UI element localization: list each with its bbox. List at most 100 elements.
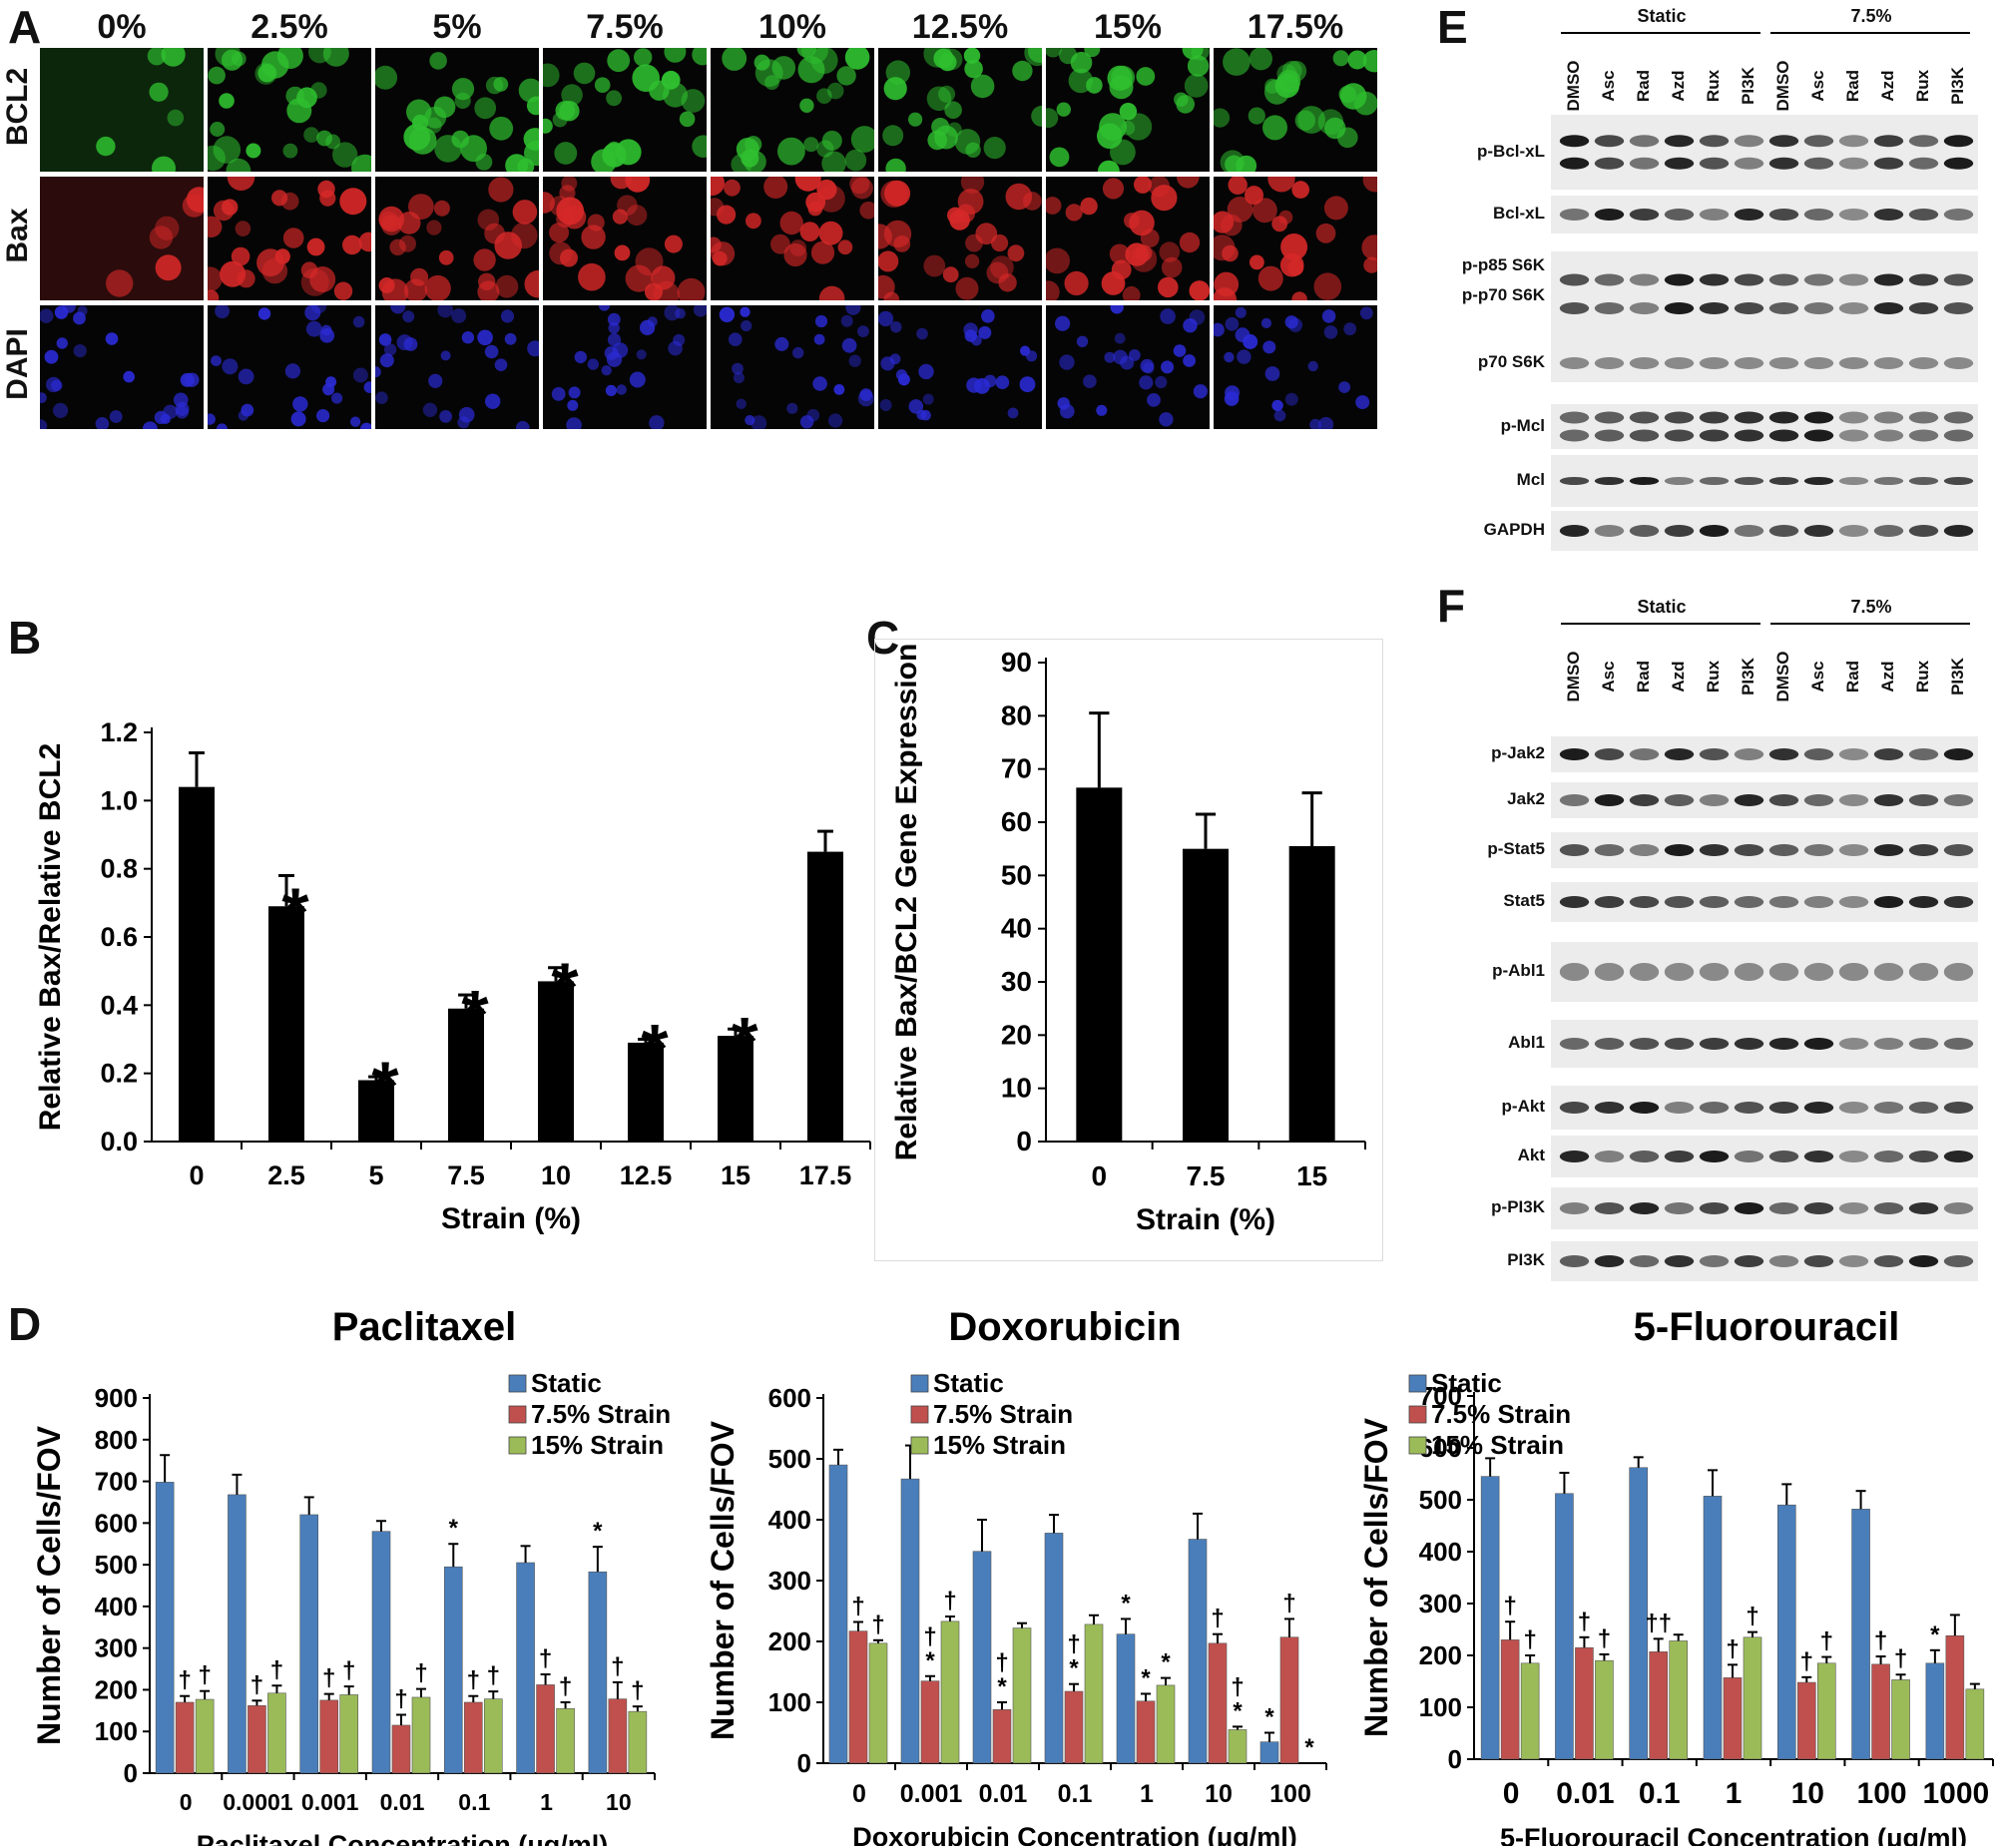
blot-strip [1551, 1020, 1978, 1068]
blot-strip [1551, 511, 1978, 551]
bar [900, 1478, 920, 1764]
significance-marker: † [1874, 1627, 1887, 1654]
micrograph-tile [878, 305, 1042, 429]
x-tick-label: 12.5 [620, 1160, 673, 1190]
band-label: Stat5 [1503, 891, 1545, 910]
bar [1208, 1642, 1228, 1764]
bar [1288, 846, 1335, 1142]
x-tick-label: 100 [1269, 1780, 1311, 1808]
legend-label: 7.5% Strain [531, 1399, 671, 1429]
legend-label: Static [933, 1368, 1004, 1398]
bar [992, 1709, 1012, 1764]
lane-label: Rad [1634, 69, 1653, 103]
bar [628, 1710, 648, 1774]
bar [267, 1692, 286, 1774]
bar [1871, 1663, 1890, 1760]
chart-5-fluorouracil: 5-Fluorouracil01002003004005006007000††0… [1358, 1305, 1994, 1846]
y-tick-label: 0 [124, 1758, 138, 1788]
micrograph-tile [543, 305, 707, 429]
bar [628, 1042, 664, 1142]
legend-swatch [1408, 1405, 1427, 1424]
significance-marker: † [1800, 1648, 1813, 1675]
significance-marker: * [1233, 1697, 1243, 1724]
y-tick-label: 0.2 [100, 1059, 138, 1089]
x-tick-label: 0 [189, 1160, 204, 1190]
x-tick-label: 0 [1503, 1777, 1520, 1810]
significance-marker: † [1598, 1625, 1611, 1652]
group-label: Static [1637, 6, 1687, 26]
significance-marker: * [1141, 1664, 1151, 1691]
legend-swatch [508, 1436, 527, 1455]
y-tick-label: 500 [95, 1550, 138, 1580]
blot-strip [1551, 832, 1978, 868]
chart-title: 5-Fluorouracil [1634, 1305, 1900, 1349]
column-label: 7.5% [586, 8, 664, 46]
x-tick-label: 10 [606, 1789, 632, 1815]
significance-marker: † [995, 1649, 1008, 1676]
band-label: Bcl-xL [1493, 204, 1545, 223]
micrograph-tile [711, 177, 874, 300]
bar [828, 1464, 848, 1764]
x-tick-label: 17.5 [799, 1160, 852, 1190]
blot-strip [1551, 1136, 1978, 1177]
micrograph-tile [40, 305, 204, 429]
bar [299, 1514, 319, 1774]
y-tick-label: 0 [1016, 1126, 1032, 1156]
lane-label: Rad [1843, 69, 1862, 103]
bar [1669, 1640, 1689, 1760]
group-line [1770, 32, 1970, 34]
bar [848, 1630, 868, 1764]
panel-label-e: E [1437, 1, 1468, 53]
bar [1228, 1729, 1248, 1764]
band-label: p-Akt [1501, 1097, 1545, 1116]
significance-marker: † [923, 1623, 936, 1650]
significance-marker: † [198, 1662, 211, 1689]
lane-label: PI3K [1948, 67, 1967, 105]
lane-label: Azd [1669, 70, 1688, 102]
bar [868, 1642, 888, 1764]
lane-label: PI3K [1739, 658, 1757, 695]
bar [1629, 1467, 1649, 1760]
x-tick-label: 1 [1140, 1780, 1154, 1808]
bar [319, 1699, 339, 1774]
lane-label: Asc [1808, 661, 1827, 693]
legend-label: 7.5% Strain [933, 1399, 1073, 1429]
lane-label: Asc [1599, 661, 1618, 693]
panel-label-f: F [1437, 580, 1466, 632]
bar [358, 1080, 394, 1142]
x-tick-label: 0 [852, 1780, 866, 1808]
y-tick-label: 60 [1001, 806, 1032, 837]
significance-marker: † [871, 1612, 884, 1638]
band-label: p70 S6K [1477, 352, 1545, 371]
x-tick-label: 0.01 [380, 1789, 425, 1815]
chart-c-frame [874, 639, 1383, 1261]
bar [1816, 1662, 1836, 1760]
bar [1776, 1504, 1796, 1760]
bar [175, 1701, 195, 1774]
blot-strip [1551, 736, 1978, 772]
x-tick-label: 0.01 [979, 1780, 1028, 1808]
blot-strip [1551, 782, 1978, 818]
blot-strip [1551, 942, 1978, 1002]
bar [1595, 1659, 1614, 1760]
legend-swatch [1408, 1374, 1427, 1393]
row-label: Bax [1, 208, 34, 263]
bar [1891, 1679, 1910, 1760]
bar [1259, 1741, 1279, 1764]
legend-label: 15% Strain [933, 1430, 1066, 1460]
lane-label: Azd [1878, 70, 1897, 102]
x-tick-label: 0.1 [1639, 1777, 1681, 1810]
lane-label: Asc [1808, 70, 1827, 102]
x-axis-label: Strain (%) [441, 1202, 581, 1235]
significance-marker: * [281, 873, 309, 951]
bar [1480, 1476, 1500, 1760]
bar [1084, 1623, 1104, 1764]
bar [268, 906, 304, 1142]
group-line [1770, 623, 1970, 625]
legend-swatch [508, 1374, 527, 1393]
x-tick-label: 0.0001 [223, 1789, 293, 1815]
bar [1851, 1509, 1870, 1760]
y-tick-label: 200 [768, 1626, 811, 1656]
y-axis-label: Relative Bax/BCL2 Gene Expression [890, 644, 923, 1161]
significance-marker: † [342, 1657, 355, 1684]
